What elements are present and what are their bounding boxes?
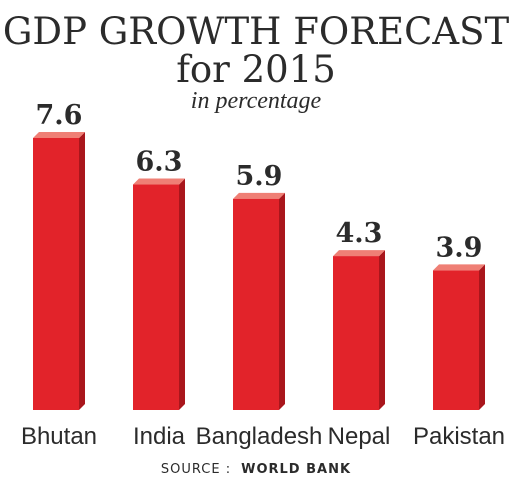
source-note: SOURCE : WORLD BANK bbox=[161, 460, 351, 477]
bar-pakistan bbox=[433, 264, 485, 410]
category-label-nepal: Nepal bbox=[328, 423, 391, 450]
bar-front bbox=[333, 256, 379, 410]
bar-front bbox=[133, 184, 179, 410]
bar-top bbox=[133, 178, 185, 185]
bar-group: 7.6 Bhutan 6.3 India 5.9 Bangladesh 4.3 Nepal 3.… bbox=[21, 100, 505, 450]
bar-india bbox=[133, 178, 185, 410]
bar-front bbox=[433, 270, 479, 410]
value-label-nepal: 4.3 bbox=[336, 218, 383, 249]
value-label-bhutan: 7.6 bbox=[36, 100, 83, 131]
bar-nepal bbox=[333, 250, 385, 410]
bar-top bbox=[33, 132, 85, 138]
bar-front bbox=[33, 138, 79, 410]
bar-front bbox=[233, 198, 279, 410]
bar-top bbox=[233, 192, 285, 199]
category-label-bangladesh: Bangladesh bbox=[196, 423, 323, 450]
category-label-bhutan: Bhutan bbox=[21, 423, 97, 450]
value-label-india: 6.3 bbox=[136, 147, 183, 178]
source-label: SOURCE : bbox=[161, 462, 231, 477]
bar-side bbox=[79, 132, 85, 410]
value-label-pakistan: 3.9 bbox=[436, 232, 483, 263]
bar-side bbox=[279, 192, 285, 410]
chart-title-line-2: for 2015 bbox=[176, 48, 336, 91]
category-label-india: India bbox=[133, 423, 186, 450]
bar-side bbox=[379, 250, 385, 410]
chart-title-line-1: GDP GROWTH FORECAST bbox=[3, 10, 510, 53]
category-label-pakistan: Pakistan bbox=[413, 423, 505, 450]
bar-bhutan bbox=[33, 132, 85, 410]
bar-side bbox=[479, 264, 485, 410]
source-name: WORLD BANK bbox=[241, 462, 351, 477]
bar-side bbox=[179, 178, 185, 410]
bar-top bbox=[433, 264, 485, 271]
value-label-bangladesh: 5.9 bbox=[236, 161, 283, 192]
bar-top bbox=[333, 250, 385, 257]
chart-subtitle: in percentage bbox=[191, 88, 322, 114]
bar-bangladesh bbox=[233, 192, 285, 410]
